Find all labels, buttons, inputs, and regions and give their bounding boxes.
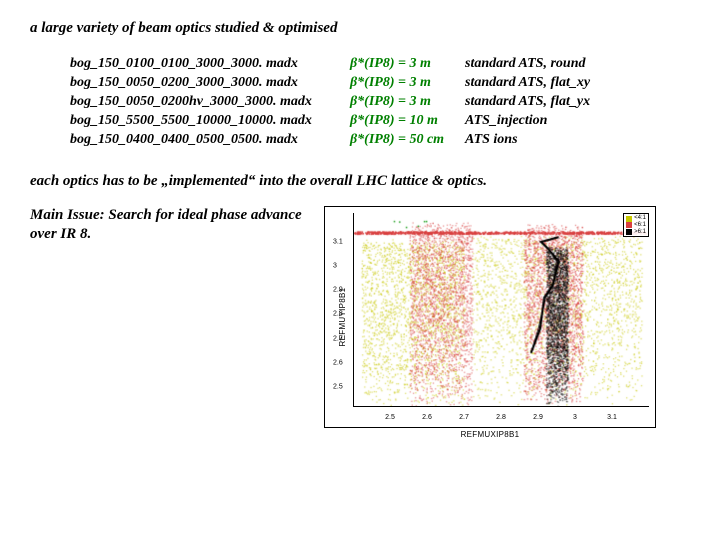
chart-x-tick: 3.1 [607,414,617,421]
file-description: standard ATS, flat_yx [465,93,690,112]
optics-file-row: bog_150_0100_0100_3000_3000. madxβ*(IP8)… [70,55,690,74]
chart-x-tick: 2.5 [385,414,395,421]
file-description: ATS_injection [465,112,690,131]
chart-x-tick: 2.7 [459,414,469,421]
file-name: bog_150_0050_0200hv_3000_3000. madx [70,93,350,112]
chart-y-tick: 2.7 [333,335,343,342]
file-name: bog_150_0050_0200_3000_3000. madx [70,74,350,93]
chart-legend: <4:1<6:1>6:1 [623,213,649,237]
bottom-row: Main Issue: Search for ideal phase advan… [30,206,690,428]
chart-y-tick: 2.8 [333,311,343,318]
chart-y-tick: 3 [333,262,337,269]
chart-x-tick: 3 [573,414,577,421]
legend-label: <4:1 [634,215,646,222]
legend-label: <6:1 [634,222,646,229]
file-beta: β*(IP8) = 10 m [350,112,465,131]
main-issue: Main Issue: Search for ideal phase advan… [30,206,310,244]
legend-swatch [626,229,632,235]
legend-item: <4:1 [626,215,646,222]
file-name: bog_150_5500_5500_10000_10000. madx [70,112,350,131]
chart-x-tick: 2.6 [422,414,432,421]
optics-file-row: bog_150_0050_0200_3000_3000. madxβ*(IP8)… [70,74,690,93]
legend-label: >6:1 [634,229,646,236]
file-name: bog_150_0400_0400_0500_0500. madx [70,131,350,150]
file-description: ATS ions [465,131,690,150]
optics-file-row: bog_150_0400_0400_0500_0500. madxβ*(IP8)… [70,131,690,150]
chart-x-axis-label: REFMUXIP8B1 [461,430,520,439]
optics-file-list: bog_150_0100_0100_3000_3000. madxβ*(IP8)… [70,55,690,149]
legend-swatch [626,216,632,222]
optics-file-row: bog_150_0050_0200hv_3000_3000. madxβ*(IP… [70,93,690,112]
file-beta: β*(IP8) = 3 m [350,74,465,93]
file-beta: β*(IP8) = 3 m [350,93,465,112]
file-description: standard ATS, round [465,55,690,74]
legend-swatch [626,222,632,228]
legend-item: >6:1 [626,229,646,236]
implementation-note: each optics has to be „implemented“ into… [30,173,690,190]
file-beta: β*(IP8) = 3 m [350,55,465,74]
chart-y-tick: 2.6 [333,359,343,366]
phase-advance-chart: REFMUYIP8B1 REFMUXIP8B1 <4:1<6:1>6:1 2.5… [324,206,656,428]
chart-y-tick: 3.1 [333,238,343,245]
chart-x-tick: 2.9 [533,414,543,421]
optics-file-row: bog_150_5500_5500_10000_10000. madxβ*(IP… [70,112,690,131]
chart-x-tick: 2.8 [496,414,506,421]
file-beta: β*(IP8) = 50 cm [350,131,465,150]
file-description: standard ATS, flat_xy [465,74,690,93]
page-title: a large variety of beam optics studied &… [30,20,690,37]
chart-plot-area [353,213,649,407]
chart-y-tick: 2.5 [333,384,343,391]
file-name: bog_150_0100_0100_3000_3000. madx [70,55,350,74]
chart-y-tick: 2.9 [333,287,343,294]
legend-item: <6:1 [626,222,646,229]
